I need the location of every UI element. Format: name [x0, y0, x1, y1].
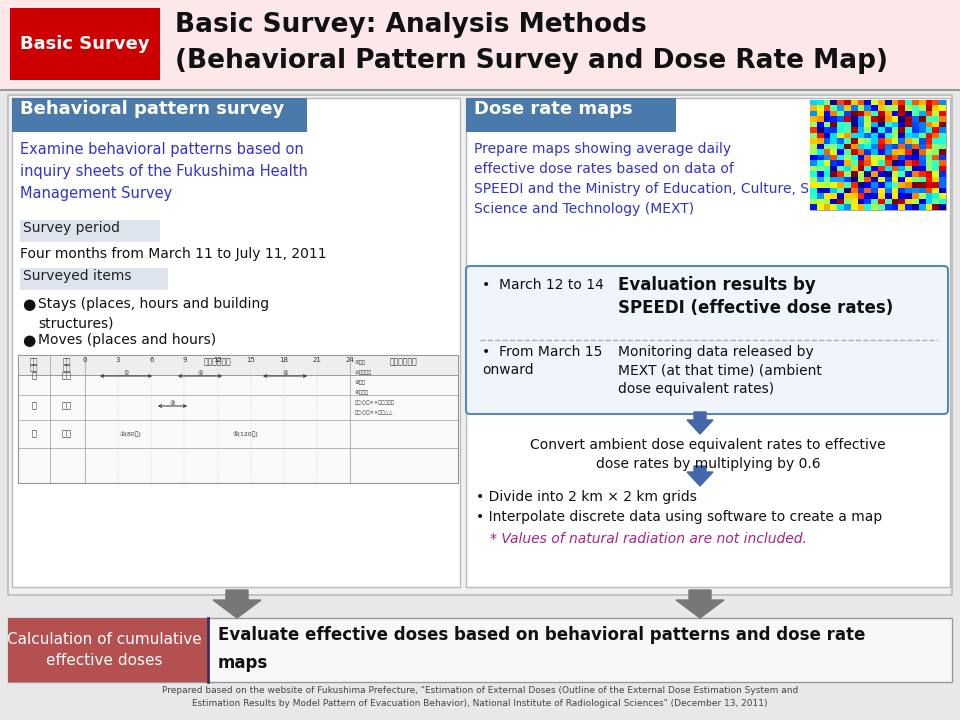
Text: 18: 18	[279, 357, 288, 363]
Text: 記: 記	[32, 372, 36, 380]
Bar	[0, 0, 960, 90]
FancyArrow shape	[676, 590, 724, 618]
Text: ②(80分): ②(80分)	[119, 431, 141, 437]
Text: •  From March 15
onward: • From March 15 onward	[482, 345, 602, 377]
Bar	[8, 618, 952, 682]
Text: (Behavioral Pattern Survey and Dose Rate Map): (Behavioral Pattern Survey and Dose Rate…	[175, 48, 888, 74]
Text: Four months from March 11 to July 11, 2011: Four months from March 11 to July 11, 20…	[20, 247, 326, 261]
Text: 3: 3	[116, 357, 120, 363]
Text: ⑤(120分): ⑤(120分)	[232, 431, 258, 437]
Text: Basic Survey: Basic Survey	[20, 35, 150, 53]
Text: 屋内: 屋内	[62, 372, 72, 380]
Text: Surveyed items: Surveyed items	[23, 269, 132, 283]
Bar	[20, 220, 160, 242]
Text: Evaluate effective doses based on behavioral patterns and dose rate
maps: Evaluate effective doses based on behavi…	[218, 626, 865, 672]
Bar	[810, 100, 946, 210]
Text: Moves (places and hours): Moves (places and hours)	[38, 333, 216, 347]
Bar	[12, 98, 307, 132]
Text: 屋外: 屋外	[62, 430, 72, 438]
Text: ④: ④	[282, 371, 288, 376]
Text: 9: 9	[182, 357, 186, 363]
Bar	[20, 268, 168, 290]
Text: ５○○市××町字△△: ５○○市××町字△△	[355, 410, 394, 415]
Text: 移動: 移動	[62, 402, 72, 410]
Bar	[8, 95, 952, 595]
Text: ③: ③	[169, 401, 175, 406]
Text: ●: ●	[22, 297, 36, 312]
Text: 6: 6	[149, 357, 154, 363]
Bar	[466, 98, 676, 132]
Text: 12: 12	[213, 357, 222, 363]
FancyArrow shape	[687, 412, 713, 434]
FancyArrow shape	[687, 466, 713, 486]
Text: Monitoring data released by
MEXT (at that time) (ambient
dose equivalent rates): Monitoring data released by MEXT (at tha…	[618, 345, 822, 396]
Text: Examine behavioral patterns based on
inquiry sheets of the Fukushima Health
Mana: Examine behavioral patterns based on inq…	[20, 142, 308, 202]
Text: ④: ④	[197, 371, 203, 376]
Bar	[18, 355, 458, 483]
Text: • Interpolate discrete data using software to create a map: • Interpolate discrete data using softwa…	[476, 510, 882, 524]
Text: （○○市××中学校コ）: （○○市××中学校コ）	[355, 400, 395, 405]
Text: • Divide into 2 km × 2 km grids: • Divide into 2 km × 2 km grids	[476, 490, 697, 504]
Text: 24: 24	[346, 357, 354, 363]
Text: ②自宅の如: ②自宅の如	[355, 370, 372, 375]
Text: ④避難所: ④避難所	[355, 390, 370, 395]
Bar	[466, 98, 950, 587]
Text: * Values of natural radiation are not included.: * Values of natural radiation are not in…	[490, 532, 806, 546]
Text: 時　　　　刻: 時 刻	[204, 357, 230, 366]
Text: ●: ●	[22, 333, 36, 348]
Text: 滞在
場所: 滞在 場所	[62, 357, 71, 372]
Text: Behavioral pattern survey: Behavioral pattern survey	[20, 100, 284, 118]
Text: 地名・施設名: 地名・施設名	[390, 357, 418, 366]
Text: Survey period: Survey period	[23, 221, 120, 235]
Text: ③車内: ③車内	[355, 380, 366, 385]
Text: Evaluation results by
SPEEDI (effective dose rates): Evaluation results by SPEEDI (effective …	[618, 276, 893, 317]
Text: ①自宅: ①自宅	[355, 360, 366, 365]
FancyArrow shape	[213, 590, 261, 618]
Text: Prepare maps showing average daily
effective dose rates based on data of
SPEEDI : Prepare maps showing average daily effec…	[474, 142, 850, 216]
Bar	[10, 8, 160, 80]
Bar	[12, 98, 460, 587]
Text: 21: 21	[312, 357, 322, 363]
Text: 15: 15	[246, 357, 255, 363]
FancyBboxPatch shape	[466, 266, 948, 414]
Text: •  March 12 to 14: • March 12 to 14	[482, 278, 604, 292]
Text: 区分
月日: 区分 月日	[30, 357, 38, 372]
Text: Prepared based on the website of Fukushima Prefecture, "Estimation of External D: Prepared based on the website of Fukushi…	[162, 686, 798, 708]
Text: 0: 0	[83, 357, 87, 363]
Bar	[8, 618, 208, 682]
Text: 例: 例	[32, 430, 36, 438]
Bar	[18, 355, 458, 375]
Text: Calculation of cumulative
effective doses: Calculation of cumulative effective dose…	[7, 632, 202, 668]
Text: ①: ①	[123, 371, 129, 376]
Text: Stays (places, hours and building
structures): Stays (places, hours and building struct…	[38, 297, 269, 330]
Text: 入: 入	[32, 402, 36, 410]
Text: Convert ambient dose equivalent rates to effective
dose rates by multiplying by : Convert ambient dose equivalent rates to…	[530, 438, 886, 471]
Text: Dose rate maps: Dose rate maps	[474, 100, 633, 118]
Text: Basic Survey: Analysis Methods: Basic Survey: Analysis Methods	[175, 12, 647, 38]
